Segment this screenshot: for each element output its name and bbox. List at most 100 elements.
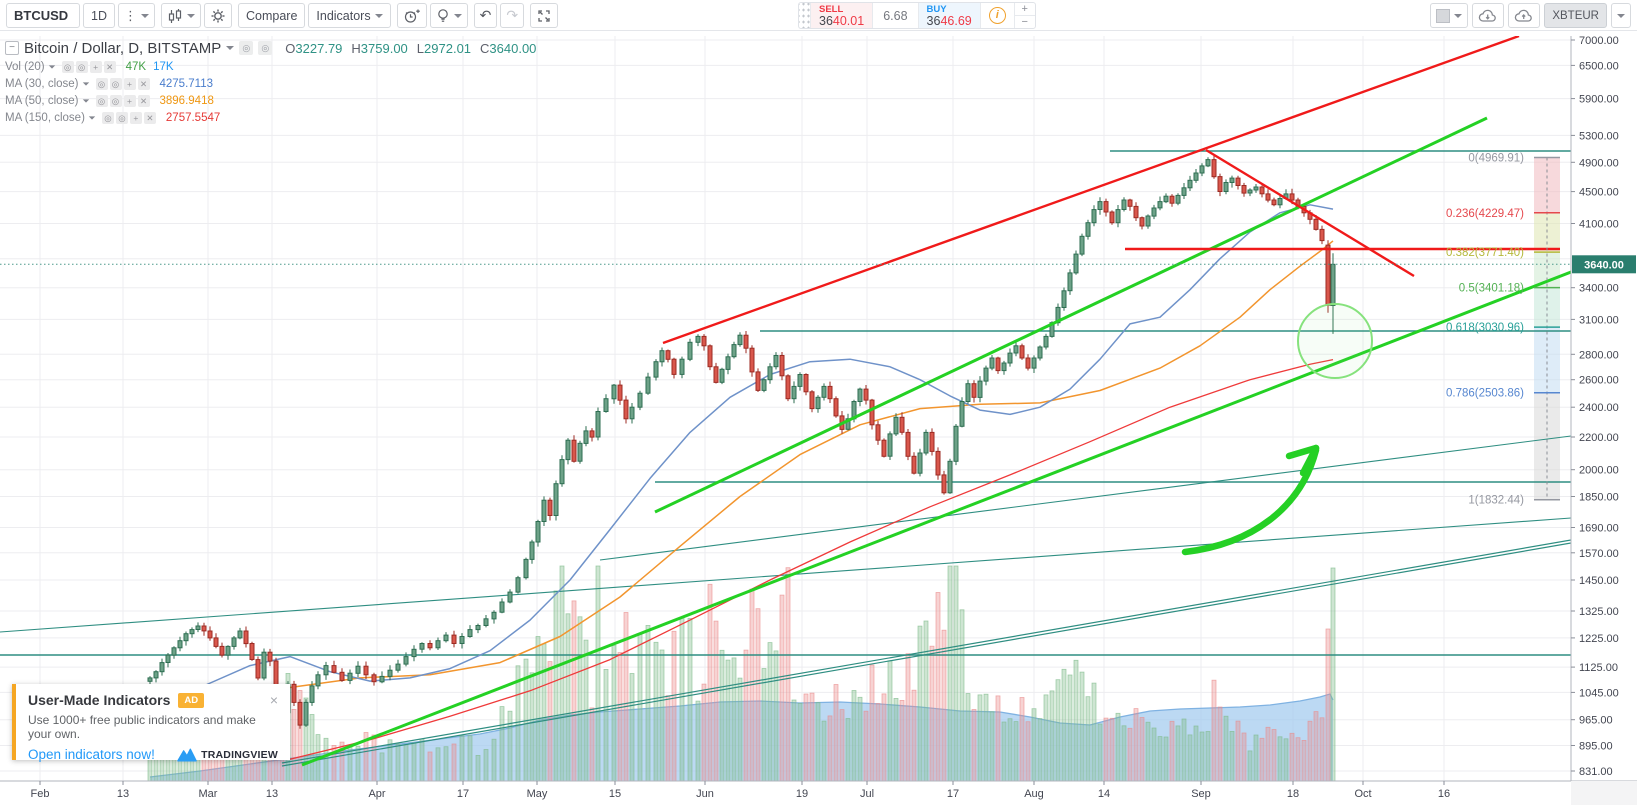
symbol-input[interactable]: BTCUSD [6, 3, 80, 28]
chevron-down-icon [374, 13, 383, 18]
symbol-title[interactable]: Bitcoin / Dollar, D, BITSTAMP [24, 39, 222, 57]
add-icon[interactable]: + [123, 94, 136, 107]
svg-text:895.00: 895.00 [1579, 741, 1613, 753]
gear-icon [211, 9, 225, 22]
chart-settings-button[interactable] [203, 3, 232, 28]
redo-button[interactable]: ↷ [500, 3, 525, 28]
collapse-pane-icon[interactable]: − [5, 41, 19, 55]
gear-icon[interactable]: ◎ [109, 77, 122, 90]
svg-text:2600.00: 2600.00 [1579, 375, 1619, 387]
svg-text:17: 17 [947, 788, 959, 800]
volume-bars [147, 565, 1336, 781]
svg-text:5900.00: 5900.00 [1579, 94, 1619, 106]
eye-icon[interactable]: ◎ [95, 77, 108, 90]
support-lines[interactable] [0, 150, 1571, 767]
svg-text:Apr: Apr [368, 788, 385, 800]
svg-text:14: 14 [1098, 788, 1110, 800]
add-icon[interactable]: + [89, 60, 102, 73]
fib-levels[interactable]: 0(4969.91) 0.236(4229.47) 0.382(3771.40) 0.… [1446, 153, 1560, 507]
layout-button[interactable] [1430, 3, 1469, 28]
indicators-button[interactable]: Indicators [308, 3, 391, 28]
svg-text:831.00: 831.00 [1579, 766, 1613, 778]
svg-text:4100.00: 4100.00 [1579, 219, 1619, 231]
interval-menu-button[interactable]: ⋮ [117, 3, 155, 28]
eye-icon[interactable]: ◎ [101, 111, 114, 124]
toolbar-right: XBTEUR [1430, 0, 1631, 28]
bar-style-button[interactable] [160, 3, 201, 28]
increase-button[interactable]: + [1014, 3, 1035, 16]
close-icon[interactable]: ✕ [137, 77, 150, 90]
svg-text:0(4969.91): 0(4969.91) [1468, 153, 1524, 165]
ad-title: User-Made Indicators [28, 692, 171, 708]
undo-button[interactable]: ↶ [473, 3, 498, 28]
chevron-down-icon[interactable] [82, 98, 89, 103]
interval-button[interactable]: 1D [83, 3, 115, 28]
time-axis[interactable]: Feb 13 Mar 13 Apr 17 May 15 Jun 19 Jul 17 Aug 14 Sep 18… [0, 780, 1637, 805]
gear-icon[interactable]: ◎ [75, 60, 88, 73]
price-axis[interactable]: 7000.00 6500.00 5900.00 5300.00 4900.00 4500.… [1570, 0, 1637, 805]
svg-text:1045.00: 1045.00 [1579, 687, 1619, 699]
close-icon[interactable]: ✕ [137, 94, 150, 107]
cloud-upload-icon [1515, 9, 1533, 22]
ad-badge: AD [178, 692, 205, 708]
add-icon[interactable]: + [123, 77, 136, 90]
add-icon[interactable]: + [129, 111, 142, 124]
axis-corner [1571, 781, 1637, 805]
trade-info-button[interactable]: i [981, 3, 1015, 28]
fullscreen-button[interactable] [530, 3, 559, 28]
decrease-button[interactable]: − [1021, 16, 1028, 28]
gear-icon[interactable]: ◎ [109, 94, 122, 107]
svg-text:6500.00: 6500.00 [1579, 60, 1619, 72]
svg-text:17: 17 [457, 788, 469, 800]
chevron-down-icon [140, 13, 149, 18]
svg-text:13: 13 [117, 788, 129, 800]
eye-icon[interactable]: ◎ [95, 94, 108, 107]
ad-body-text: Use 1000+ free public indicators and mak… [28, 713, 256, 741]
sell-price: 3640.01 [819, 13, 865, 28]
compare-symbol-menu-button[interactable] [1611, 3, 1631, 28]
add-alert-button[interactable] [396, 3, 427, 28]
close-icon[interactable]: × [269, 692, 278, 708]
svg-text:1125.00: 1125.00 [1579, 662, 1618, 674]
close-icon[interactable]: ✕ [103, 60, 116, 73]
save-chart-button[interactable] [1508, 3, 1541, 28]
buy-label: BUY [926, 3, 947, 15]
load-chart-button[interactable] [1472, 3, 1505, 28]
lightbulb-icon [437, 8, 448, 22]
gear-icon[interactable]: ◎ [115, 111, 128, 124]
svg-text:2800.00: 2800.00 [1579, 349, 1619, 361]
svg-text:Jul: Jul [860, 788, 874, 800]
svg-text:1570.00: 1570.00 [1579, 548, 1619, 560]
ma50-line [149, 240, 1334, 745]
qty-stepper: + − [1014, 3, 1035, 28]
trend-drawings[interactable] [301, 36, 1571, 767]
chevron-down-icon[interactable] [226, 46, 235, 50]
svg-text:Sep: Sep [1191, 788, 1211, 800]
svg-text:1690.00: 1690.00 [1579, 523, 1619, 535]
open-indicators-link[interactable]: Open indicators now! [28, 747, 155, 762]
tradingview-brand[interactable]: TRADINGVIEW [177, 748, 278, 762]
chevron-down-icon[interactable] [88, 115, 96, 120]
chevron-down-icon[interactable] [48, 64, 55, 69]
sell-button[interactable]: SELL 3640.01 [811, 3, 874, 28]
close-icon[interactable]: ✕ [143, 111, 156, 124]
buy-button[interactable]: BUY 3646.69 [918, 3, 981, 28]
svg-text:3400.00: 3400.00 [1579, 283, 1619, 295]
settings-icon[interactable]: ◎ [258, 41, 273, 55]
annotations[interactable] [1181, 303, 1373, 556]
svg-text:16: 16 [1438, 788, 1450, 800]
svg-text:0.236(4229.47): 0.236(4229.47) [1446, 208, 1524, 220]
ideas-button[interactable] [429, 3, 468, 28]
fullscreen-icon [538, 9, 550, 22]
compare-symbol-button[interactable]: XBTEUR [1544, 3, 1607, 28]
chevron-down-icon [1454, 13, 1463, 18]
svg-text:2200.00: 2200.00 [1579, 432, 1619, 444]
eye-icon[interactable]: ◎ [61, 60, 74, 73]
layout-swatch-icon [1436, 8, 1451, 23]
drag-handle[interactable] [799, 3, 811, 28]
chevron-down-icon[interactable] [82, 81, 89, 86]
compare-button[interactable]: Compare [237, 3, 306, 28]
show-hide-icon[interactable]: ◎ [239, 41, 254, 55]
svg-text:1225.00: 1225.00 [1579, 633, 1619, 645]
